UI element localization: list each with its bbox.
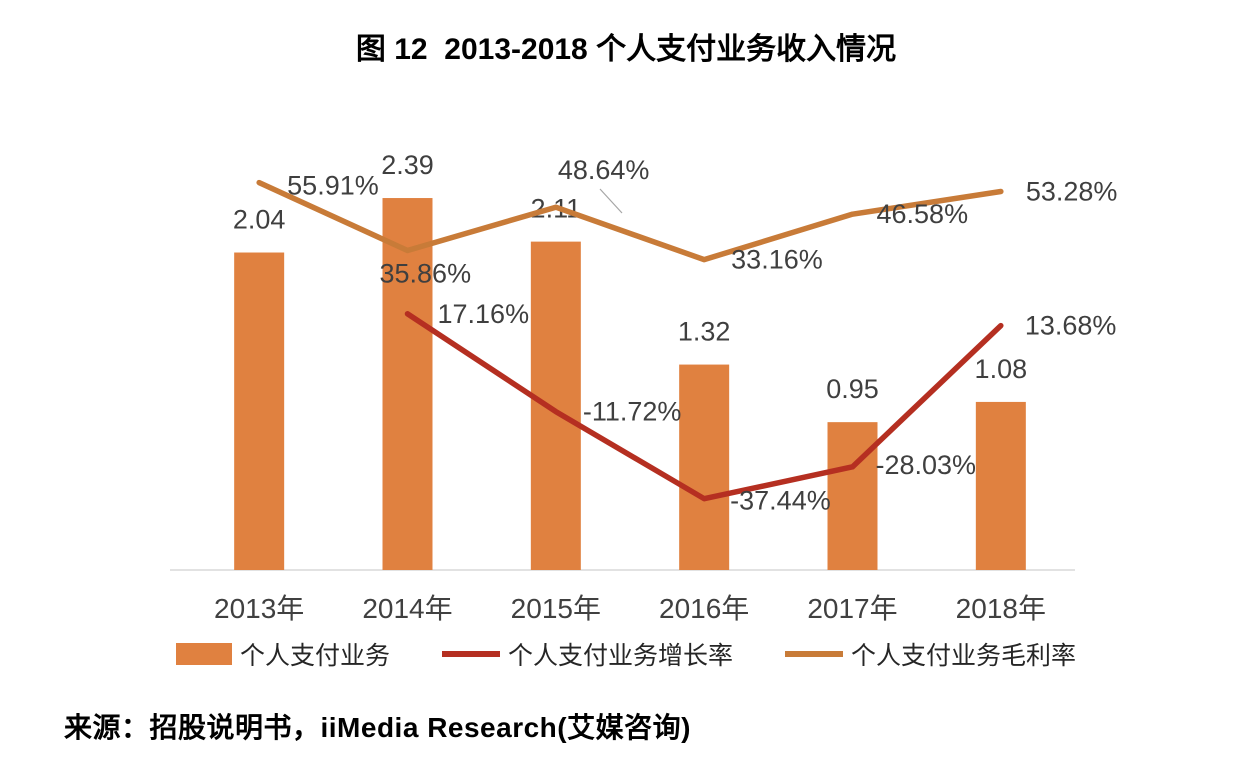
- x-axis-label: 2013年: [214, 593, 304, 624]
- source-note: 来源：招股说明书，iiMedia Research(艾媒咨询): [64, 712, 691, 743]
- line-value-label: -28.03%: [876, 450, 977, 480]
- legend-label: 个人支付业务毛利率: [851, 642, 1077, 670]
- x-axis-label: 2016年: [659, 593, 749, 624]
- x-axis-label: 2017年: [807, 593, 897, 624]
- bar-2014年: [382, 198, 433, 570]
- line-series: [256, 179, 1004, 263]
- bar-2016年: [679, 364, 730, 570]
- line-value-label: 46.58%: [877, 199, 969, 229]
- bar-value-label: 2.39: [381, 150, 434, 180]
- line-value-label: 48.64%: [558, 155, 650, 185]
- line-value-label: 33.16%: [731, 245, 823, 275]
- legend-line-swatch: [441, 651, 500, 657]
- bar-value-label: 1.32: [678, 317, 731, 347]
- line-value-label: -11.72%: [583, 397, 682, 427]
- legend-line-swatch: [785, 651, 843, 657]
- label-leader-line: [599, 188, 623, 214]
- chart-legend: 个人支付业务 个人支付业务增长率 个人支付业务毛利率: [0, 636, 1252, 672]
- combo-chart: 2.042.392.111.320.951.0817.16%-11.72%-37…: [170, 150, 1118, 624]
- line-value-label: -37.44%: [730, 486, 831, 516]
- line-value-label: 35.86%: [380, 258, 472, 288]
- line-series: [404, 311, 1004, 502]
- x-axis-label: 2015年: [511, 593, 601, 624]
- x-axis-label: 2018年: [956, 593, 1046, 624]
- x-axis-label: 2014年: [362, 593, 452, 624]
- bar-value-label: 0.95: [826, 374, 879, 404]
- bar-2017年: [827, 422, 878, 570]
- bar-2018年: [975, 401, 1026, 570]
- legend-bar-swatch: [175, 643, 232, 665]
- line-value-label: 53.28%: [1026, 176, 1118, 206]
- legend-label: 个人支付业务: [239, 642, 390, 670]
- chart-title: 图 12 2013-2018 个人支付业务收入情况: [355, 33, 897, 66]
- line-value-label: 55.91%: [287, 171, 379, 201]
- bar-value-label: 1.08: [975, 354, 1028, 384]
- legend-item-3: 个人支付业务毛利率: [785, 636, 1076, 672]
- bar-2015年: [530, 241, 581, 571]
- line-value-label: 13.68%: [1025, 311, 1117, 341]
- legend-label: 个人支付业务增长率: [507, 642, 733, 670]
- legend-item-2: 个人支付业务增长率: [441, 636, 733, 672]
- bar-value-label: 2.04: [233, 205, 286, 235]
- bar-2013年: [234, 252, 285, 571]
- legend-item-1: 个人支付业务: [175, 636, 390, 672]
- line-value-label: 17.16%: [438, 299, 530, 329]
